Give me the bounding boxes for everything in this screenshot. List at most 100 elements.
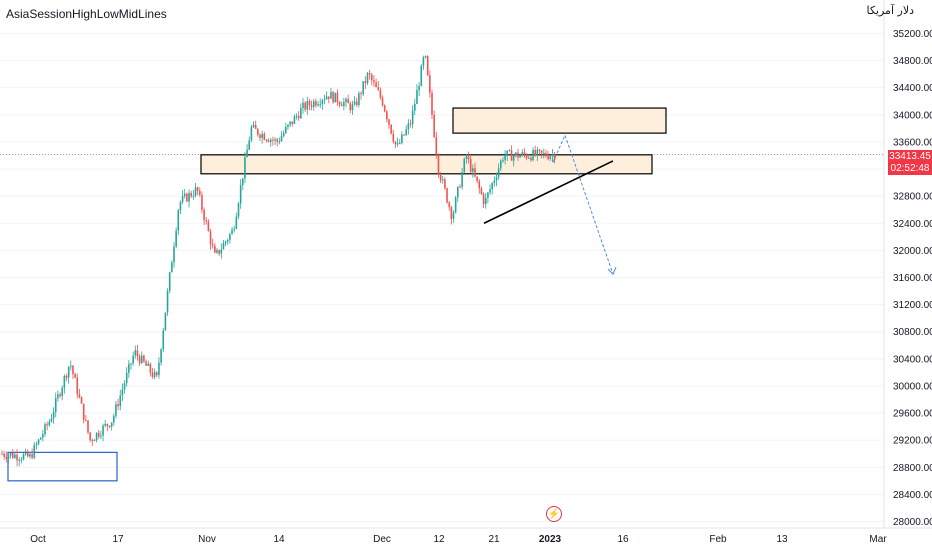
y-tick-label: 31600.00 (893, 273, 932, 284)
y-tick-label: 29200.00 (893, 436, 932, 447)
support-zone-october[interactable] (7, 451, 118, 482)
y-tick-label: 35200.00 (893, 29, 932, 40)
y-tick-label: 33600.00 (893, 137, 932, 148)
candle-body (113, 415, 115, 423)
candle-body (527, 157, 530, 159)
candle-body (454, 197, 457, 213)
candle-body (132, 355, 134, 364)
candle-body (405, 129, 407, 136)
candle-body (353, 101, 356, 105)
x-tick-label: 14 (273, 534, 285, 545)
candle-body (259, 134, 261, 138)
candle-body (173, 246, 175, 263)
candle-body (476, 176, 478, 182)
candle-body (484, 197, 487, 205)
time-axis[interactable]: Oct 17 Nov 14 Dec 12 21 2023 16 Feb 13 Mar (0, 527, 932, 545)
candle-body (392, 133, 395, 142)
candle-body (306, 101, 309, 110)
candle-body (250, 127, 253, 141)
candle-body (78, 394, 81, 398)
candle-body (377, 87, 380, 91)
candle-body (164, 312, 167, 331)
candle-body (267, 140, 270, 142)
candle-body (540, 150, 543, 153)
candle-body (22, 454, 25, 460)
candle-body (351, 104, 354, 111)
candle-body (420, 65, 423, 87)
candle-body (272, 139, 274, 141)
candle-body (199, 190, 201, 195)
ascending-trendline[interactable] (483, 160, 614, 224)
candle-body (95, 432, 98, 441)
indicator-title[interactable]: AsiaSessionHighLowMidLines (6, 7, 167, 21)
price-axis[interactable]: 28000.00 28400.00 28800.00 29200.00 29600.00… (883, 0, 932, 528)
candle-body (57, 394, 59, 399)
candle-body (16, 454, 18, 461)
y-tick-label: 30000.00 (893, 381, 932, 392)
candle-body (364, 81, 367, 84)
candle-body (398, 143, 401, 145)
candle-body (463, 158, 466, 172)
lightning-icon[interactable]: ⚡ (546, 506, 562, 522)
candle-body (87, 420, 89, 433)
candle-body (46, 424, 48, 426)
candle-body (525, 154, 528, 158)
candle-body (20, 459, 23, 461)
candle-body (138, 356, 141, 364)
candle-body (239, 184, 242, 204)
candle-body (31, 454, 33, 458)
candle-body (358, 93, 360, 106)
candle-body (437, 154, 440, 175)
candle-body (233, 228, 235, 230)
candle-body (489, 189, 491, 193)
candle-body (203, 209, 205, 221)
candle-body (216, 249, 218, 253)
candle-body (508, 150, 511, 152)
resistance-zone-main[interactable] (200, 154, 653, 175)
candle-body (123, 383, 126, 390)
candle-body (140, 355, 143, 364)
candle-body (394, 141, 397, 145)
candle-body (388, 119, 390, 125)
candle-body (521, 152, 524, 156)
candle-body (171, 262, 173, 273)
candle-body (362, 81, 364, 95)
candle-body (29, 454, 31, 457)
candle-body (254, 124, 257, 129)
candle-body (121, 389, 124, 396)
candle-body (444, 179, 446, 189)
candle-body (426, 55, 429, 76)
candle-body (465, 156, 468, 159)
candle-body (330, 91, 332, 99)
candle-body (168, 272, 171, 292)
candle-body (409, 123, 412, 125)
candle-body (308, 101, 311, 106)
candle-body (106, 423, 109, 426)
candle-body (287, 124, 289, 127)
y-tick-label: 32400.00 (893, 219, 932, 230)
candle-body (130, 363, 132, 365)
candle-body (252, 124, 255, 128)
candle-body (61, 387, 63, 397)
candle-body (257, 128, 259, 135)
candle-body (211, 244, 214, 246)
y-tick-label: 32000.00 (893, 246, 932, 257)
candle-body (343, 102, 345, 106)
candle-body (54, 398, 57, 412)
candle-body (523, 152, 526, 155)
y-tick-label: 28400.00 (893, 490, 932, 501)
projection-path[interactable] (552, 133, 614, 275)
candle-body (375, 82, 377, 88)
candle-body (9, 453, 12, 456)
y-tick-label: 34000.00 (893, 110, 932, 121)
candle-body (519, 155, 521, 158)
candle-body (366, 73, 369, 84)
candle-body (143, 355, 145, 362)
candle-body (317, 104, 319, 106)
resistance-zone-upper[interactable] (452, 107, 667, 134)
candle-body (125, 372, 128, 384)
candle-body (27, 451, 29, 457)
candle-body (383, 105, 386, 112)
currency-label: دلار آمریکا (866, 4, 915, 17)
